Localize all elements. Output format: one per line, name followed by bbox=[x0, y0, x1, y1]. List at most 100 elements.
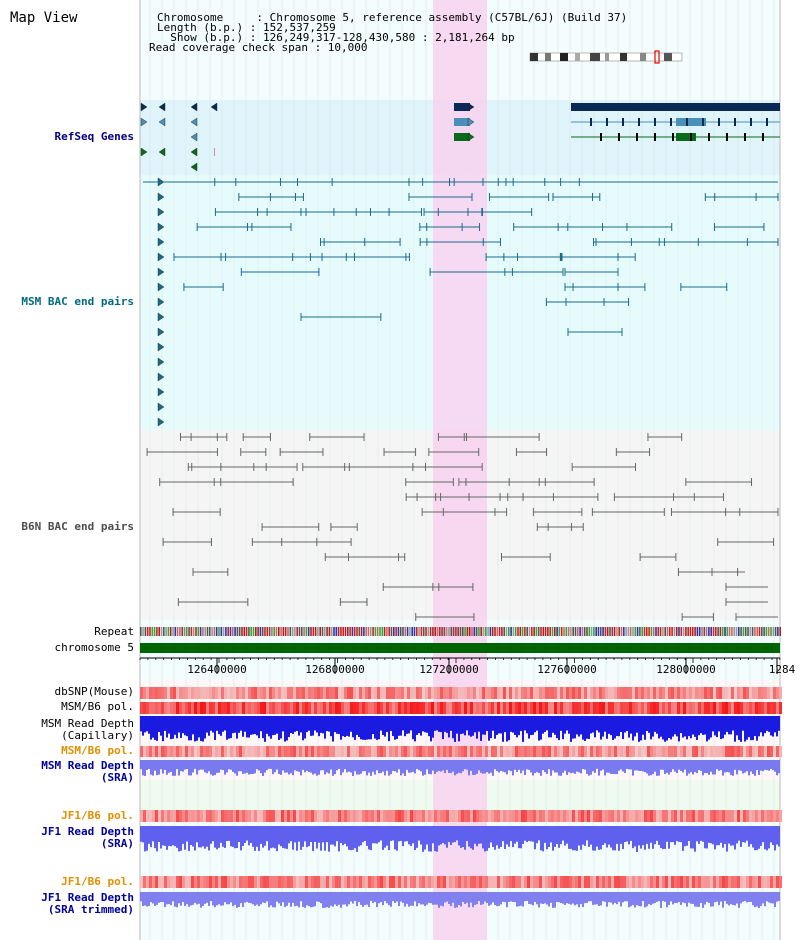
track-label-jf1-trim[interactable]: JF1 Read Depth bbox=[41, 891, 134, 904]
polymorphism-bin bbox=[173, 746, 176, 757]
track-label-jf1-b6-pol[interactable]: JF1/B6 pol. bbox=[61, 809, 134, 822]
read-depth-bin bbox=[516, 826, 518, 842]
polymorphism-bin bbox=[563, 876, 566, 888]
polymorphism-bin bbox=[725, 746, 728, 757]
track-label-jf1-depth[interactable]: JF1 Read Depth bbox=[41, 825, 134, 838]
track-label-msm-b6-pol[interactable]: MSM/B6 pol. bbox=[61, 700, 134, 713]
track-label-msm-depth-cap[interactable]: MSM Read Depth bbox=[41, 717, 134, 730]
read-depth-bin bbox=[642, 892, 644, 902]
read-depth-bin bbox=[614, 716, 616, 739]
read-depth-bin bbox=[176, 716, 178, 739]
polymorphism-bin bbox=[476, 746, 479, 757]
read-depth-bin bbox=[760, 760, 762, 771]
polymorphism-bin bbox=[293, 810, 296, 822]
read-depth-bin bbox=[590, 760, 592, 775]
polymorphism-bin bbox=[170, 876, 173, 888]
read-depth-bin bbox=[758, 892, 760, 908]
polymorphism-bin bbox=[428, 702, 431, 714]
read-depth-bin bbox=[294, 760, 296, 771]
polymorphism-bin bbox=[773, 687, 776, 699]
read-depth-bin bbox=[714, 716, 716, 736]
polymorphism-bin bbox=[359, 687, 362, 699]
read-depth-bin bbox=[766, 892, 768, 902]
polymorphism-bin bbox=[254, 702, 257, 714]
track-label-dbsnp[interactable]: dbSNP(Mouse) bbox=[54, 685, 134, 698]
polymorphism-bin bbox=[461, 810, 464, 822]
read-depth-bin bbox=[178, 826, 180, 852]
polymorphism-bin bbox=[329, 810, 332, 822]
repeat-element bbox=[533, 627, 535, 636]
polymorphism-bin bbox=[503, 702, 506, 714]
repeat-element bbox=[280, 627, 282, 636]
repeat-element bbox=[432, 627, 434, 636]
repeat-element bbox=[531, 627, 533, 636]
read-depth-bin bbox=[430, 892, 432, 904]
track-label-msm-depth-sra[interactable]: MSM Read Depth bbox=[41, 759, 134, 772]
read-depth-bin bbox=[698, 892, 700, 908]
polymorphism-bin bbox=[149, 702, 152, 714]
polymorphism-bin bbox=[731, 746, 734, 757]
repeat-element bbox=[600, 627, 602, 636]
read-depth-bin bbox=[198, 760, 200, 771]
polymorphism-bin bbox=[482, 876, 485, 888]
polymorphism-bin bbox=[521, 810, 524, 822]
read-depth-bin bbox=[252, 826, 254, 847]
read-depth-bin bbox=[550, 716, 552, 738]
read-depth-bin bbox=[164, 716, 166, 731]
read-depth-bin bbox=[612, 760, 614, 774]
read-depth-bin bbox=[276, 892, 278, 902]
read-depth-bin bbox=[254, 716, 256, 735]
polymorphism-bin bbox=[779, 876, 782, 888]
read-depth-bin bbox=[688, 826, 690, 841]
read-depth-bin bbox=[238, 826, 240, 843]
track-label-repeat[interactable]: Repeat bbox=[94, 625, 134, 638]
read-depth-bin bbox=[366, 716, 368, 740]
track-label-refseq[interactable]: RefSeq Genes bbox=[54, 130, 134, 143]
polymorphism-bin bbox=[647, 702, 650, 714]
repeat-element bbox=[742, 627, 745, 636]
read-depth-bin bbox=[468, 892, 470, 908]
polymorphism-bin bbox=[542, 746, 545, 757]
polymorphism-bin bbox=[329, 746, 332, 757]
polymorphism-bin bbox=[470, 702, 473, 714]
read-depth-bin bbox=[182, 826, 184, 844]
polymorphism-bin bbox=[761, 810, 764, 822]
read-depth-bin bbox=[396, 716, 398, 739]
polymorphism-bin bbox=[767, 810, 770, 822]
read-depth-bin bbox=[736, 760, 738, 775]
read-depth-bin bbox=[284, 892, 286, 907]
polymorphism-bin bbox=[161, 810, 164, 822]
polymorphism-bin bbox=[164, 810, 167, 822]
polymorphism-bin bbox=[413, 746, 416, 757]
polymorphism-bin bbox=[716, 810, 719, 822]
polymorphism-bin bbox=[470, 746, 473, 757]
polymorphism-bin bbox=[419, 746, 422, 757]
read-depth-bin bbox=[766, 760, 768, 771]
track-label-chromosome[interactable]: chromosome 5 bbox=[54, 641, 134, 654]
read-depth-bin bbox=[226, 892, 228, 905]
polymorphism-bin bbox=[575, 876, 578, 888]
read-depth-bin bbox=[572, 760, 574, 773]
read-depth-bin bbox=[328, 716, 330, 732]
track-label-jf1-b6-pol-trim[interactable]: JF1/B6 pol. bbox=[61, 875, 134, 888]
track-label-b6n-bac[interactable]: B6N BAC end pairs bbox=[21, 520, 134, 533]
polymorphism-bin bbox=[695, 876, 698, 888]
read-depth-bin bbox=[742, 760, 744, 774]
repeat-element bbox=[535, 627, 538, 636]
polymorphism-bin bbox=[467, 746, 470, 757]
polymorphism-bin bbox=[398, 876, 401, 888]
track-label-msm-bac[interactable]: MSM BAC end pairs bbox=[21, 295, 134, 308]
read-depth-bin bbox=[374, 716, 376, 739]
read-depth-bin bbox=[418, 716, 420, 734]
repeat-element bbox=[351, 627, 354, 636]
polymorphism-bin bbox=[644, 876, 647, 888]
read-depth-bin bbox=[560, 760, 562, 776]
read-depth-bin bbox=[468, 760, 470, 776]
read-depth-bin bbox=[600, 760, 602, 771]
track-label-msm-b6-pol-sra[interactable]: MSM/B6 pol. bbox=[61, 744, 134, 757]
read-depth-bin bbox=[370, 760, 372, 776]
polymorphism-bin bbox=[776, 687, 779, 699]
read-depth-bin bbox=[412, 826, 414, 844]
read-depth-bin bbox=[248, 826, 250, 846]
polymorphism-bin bbox=[632, 687, 635, 699]
